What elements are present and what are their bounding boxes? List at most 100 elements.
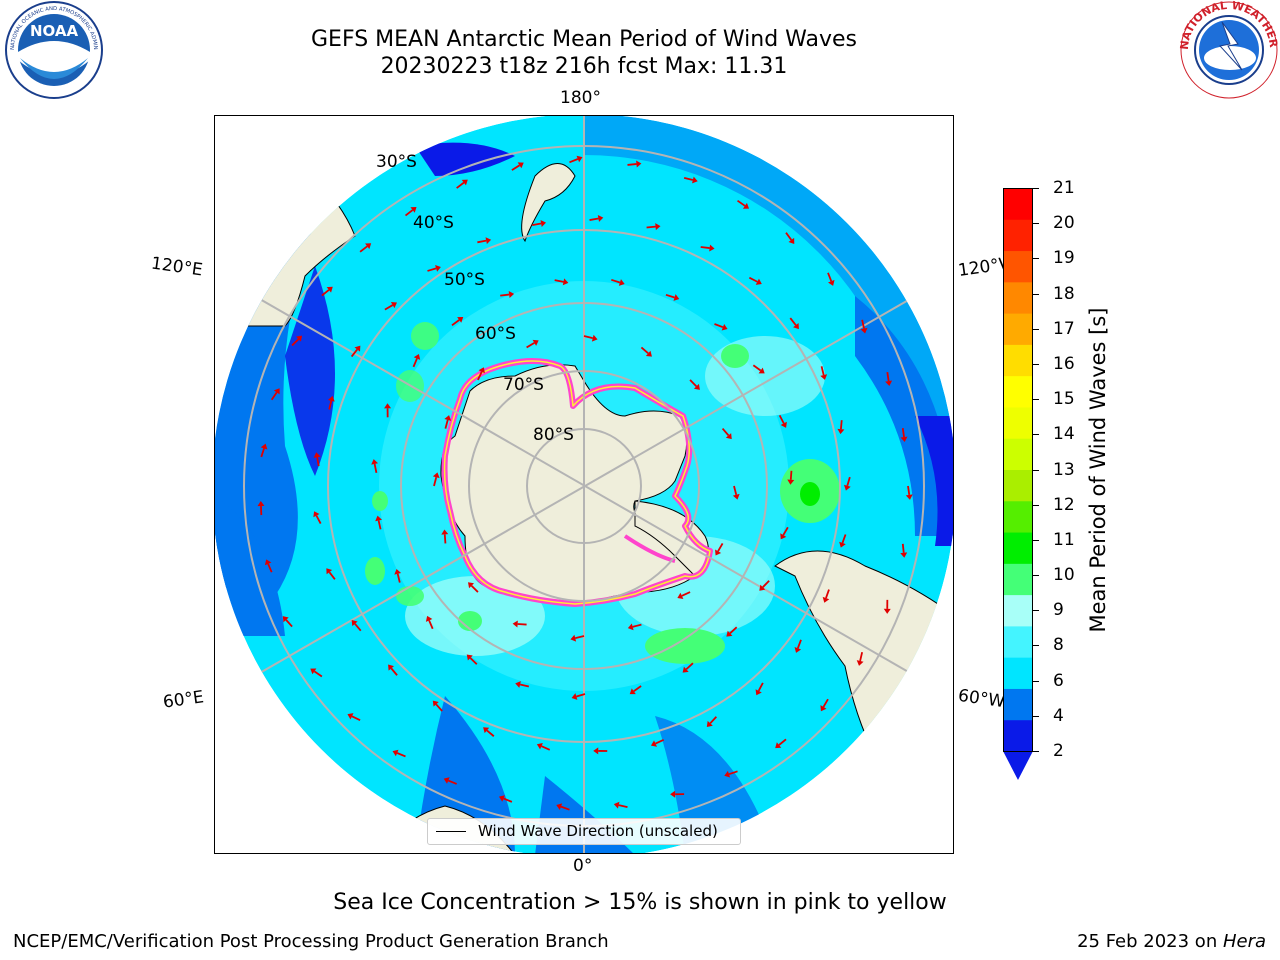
wave-direction-arrow-head <box>371 459 379 465</box>
wave-direction-arrow-head <box>780 421 787 428</box>
colorbar-segment <box>1003 406 1033 439</box>
wave-direction-arrow-shaft <box>846 476 851 487</box>
wave-direction-arrow-shaft <box>569 158 579 164</box>
wave-direction-arrow-head <box>517 162 524 169</box>
wave-direction-arrow-shaft <box>285 619 293 628</box>
colorbar-tick <box>1033 258 1039 260</box>
wave-direction-arrow-shaft <box>717 542 724 552</box>
colorbar-segment <box>1003 219 1033 252</box>
wave-direction-arrow-head <box>900 552 908 558</box>
wave-direction-arrow-head <box>724 770 731 778</box>
wave-direction-arrow-head <box>645 350 652 357</box>
wave-direction-arrow-head <box>540 220 547 227</box>
wave-direction-arrow-head <box>313 452 321 458</box>
wind-wave-direction-arrows <box>257 155 913 811</box>
wave-direction-arrow-shaft <box>778 738 787 746</box>
wave-direction-arrow-shaft <box>589 217 599 221</box>
wave-direction-arrow-head <box>326 568 333 575</box>
colorbar-tick-label: 10 <box>1053 565 1075 586</box>
colorbar-tick-label: 15 <box>1053 389 1075 410</box>
colorbar-segment <box>1003 469 1033 502</box>
colorbar-tick-label: 20 <box>1053 213 1075 234</box>
chart-subtitle-run: 20230223 t18z 216h fcst Max: 11.31 <box>380 54 788 79</box>
wave-direction-arrow-head <box>512 620 518 628</box>
wave-direction-arrow-head <box>682 666 689 673</box>
wave-direction-arrow-head <box>483 727 490 734</box>
wave-direction-arrow-shaft <box>886 372 890 382</box>
wave-direction-arrow-head <box>709 244 715 252</box>
wave-direction-arrow-shaft <box>456 181 465 189</box>
colorbar <box>1003 188 1033 780</box>
wave-direction-arrow-head <box>856 660 864 666</box>
wave-direction-arrow-shaft <box>267 563 273 573</box>
wave-direction-arrow-shaft <box>778 414 785 424</box>
wave-direction-arrow-shaft <box>700 246 710 249</box>
wave-direction-arrow-head <box>313 511 320 518</box>
colorbar-label: Mean Period of Wind Waves [s] <box>1086 307 1110 633</box>
wave-direction-arrow-head <box>375 515 383 522</box>
wave-direction-arrow-shaft <box>511 164 520 171</box>
colorbar-segment <box>1003 594 1033 627</box>
wave-direction-arrow-shaft <box>632 623 642 628</box>
wave-direction-arrow-shaft <box>313 670 323 678</box>
wave-direction-arrow-head <box>354 345 361 352</box>
wave-direction-arrow-head <box>296 335 303 342</box>
wave-direction-arrow-shaft <box>907 485 911 496</box>
colorbar-tick-label: 13 <box>1053 459 1075 480</box>
map-canvas <box>215 116 953 853</box>
colorbar-segment <box>1003 532 1033 564</box>
colorbar-segment <box>1003 719 1033 752</box>
colorbar-segment <box>1003 188 1033 220</box>
wave-direction-arrow-head <box>780 533 787 540</box>
wave-direction-arrow-head <box>618 279 625 286</box>
wave-direction-arrow-head <box>365 243 372 250</box>
wave-direction-arrow-head <box>591 334 598 342</box>
wave-direction-arrow-head <box>822 596 830 603</box>
wave-direction-arrow-head <box>394 568 402 575</box>
wave-direction-arrow-head <box>282 616 289 623</box>
wave-direction-arrow-head <box>732 493 740 500</box>
wave-direction-arrow-shaft <box>270 391 278 401</box>
wave-direction-arrow-head <box>498 795 505 802</box>
wave-direction-arrow-shaft <box>517 623 527 626</box>
wave-direction-arrow-head <box>793 322 799 330</box>
wave-direction-arrow-head <box>673 294 680 301</box>
wave-direction-arrow-shaft <box>412 358 418 368</box>
wave-direction-arrow-shaft <box>714 323 724 329</box>
wave-direction-arrow-shaft <box>373 463 378 473</box>
wave-direction-arrow-shaft <box>752 364 762 372</box>
wave-direction-arrow-head <box>883 608 891 614</box>
colorbar-tick-label: 21 <box>1053 178 1075 198</box>
wave-direction-arrow-head <box>758 367 765 374</box>
wave-direction-arrow-shaft <box>729 626 738 634</box>
wave-direction-arrow-shaft <box>655 738 665 745</box>
wave-direction-arrow-shaft <box>291 338 300 347</box>
wave-direction-arrow-head <box>310 668 317 675</box>
wave-direction-arrow-head <box>593 747 599 755</box>
wave-direction-arrow-shaft <box>390 667 398 676</box>
wave-direction-arrow-head <box>571 693 578 700</box>
wave-direction-arrow-head <box>425 615 433 622</box>
wave-direction-arrow-shaft <box>820 366 825 376</box>
polar-map <box>214 115 954 854</box>
wave-direction-arrow-shaft <box>560 805 570 811</box>
map-legend: Wind Wave Direction (unscaled) <box>427 818 741 845</box>
wave-direction-arrow-head <box>905 494 913 500</box>
lat-label-40s: 40°S <box>413 213 454 233</box>
wave-direction-arrow-shaft <box>822 698 829 708</box>
wave-direction-arrow-shaft <box>532 222 542 226</box>
wave-direction-arrow-head <box>613 801 620 809</box>
wave-direction-arrow-shaft <box>681 591 691 597</box>
footer-date: 25 Feb 2023 on Hera <box>1077 931 1266 952</box>
colorbar-tick <box>1033 751 1039 752</box>
lon-label-60e: 60°E <box>161 687 206 713</box>
lon-label-120e: 120°E <box>149 253 204 281</box>
wave-direction-arrow-shaft <box>611 278 621 284</box>
colorbar-tick-label: 9 <box>1053 600 1064 621</box>
colorbar-tick-label: 17 <box>1053 318 1075 339</box>
wave-direction-arrow-shaft <box>737 199 746 207</box>
wave-direction-arrow-shaft <box>384 304 394 311</box>
colorbar-tick <box>1033 715 1039 717</box>
wave-direction-arrow-shaft <box>396 573 401 583</box>
colorbar-tick-label: 4 <box>1053 705 1064 726</box>
